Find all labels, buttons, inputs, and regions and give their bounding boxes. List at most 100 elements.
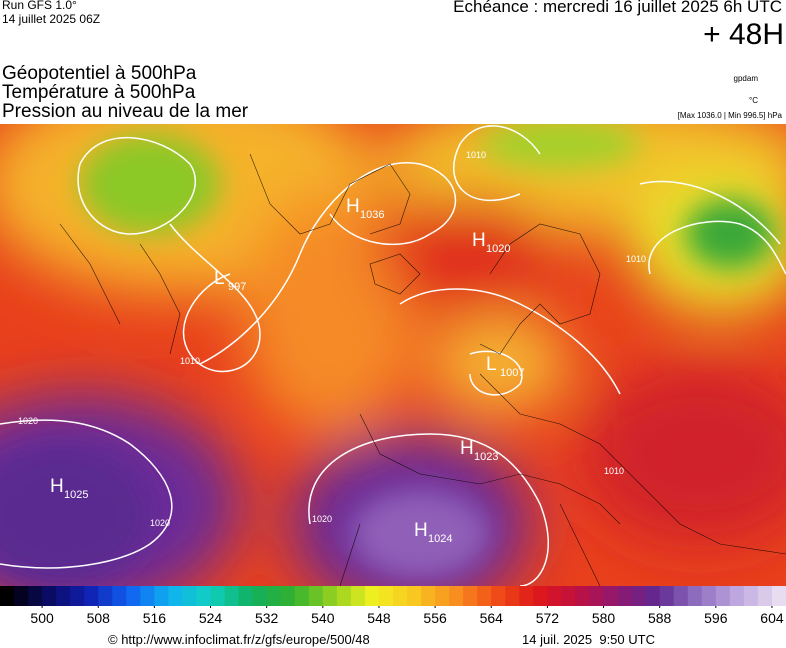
isobar-label: 1020 [150, 518, 170, 528]
colorbar-swatch [547, 586, 562, 606]
colorbar-tick-label: 556 [423, 610, 447, 626]
colorbar-swatch [252, 586, 268, 606]
colorbar-swatch [645, 586, 661, 606]
pressure-center-type: L [214, 268, 225, 289]
colorbar-swatch [182, 586, 197, 606]
isobar-label: 1020 [312, 514, 332, 524]
colorbar-swatch [589, 586, 605, 606]
colorbar-tick-label: 580 [592, 610, 616, 626]
pressure-center-value: 1007 [500, 367, 524, 379]
pressure-center-value: 997 [228, 281, 246, 293]
isobar-label: 1010 [466, 150, 486, 160]
colorbar-swatch [463, 586, 478, 606]
colorbar-swatch [336, 586, 352, 606]
colorbar-swatch [70, 586, 85, 606]
unit: gpdam [733, 74, 758, 83]
colorbar-swatch [126, 586, 141, 606]
pressure-center-type: H [50, 476, 64, 497]
pressure-center-type: H [472, 230, 486, 251]
colorbar-swatch [308, 586, 324, 606]
colorbar: 500 508 516 524 532 540 548 556 564 572 580 588 596 6… [0, 586, 786, 647]
colorbar-swatch [659, 586, 675, 606]
echeance: Echéance : mercredi 16 juillet 2025 6h U… [453, 0, 782, 16]
colorbar-swatch [757, 586, 773, 606]
colorbar-swatch [575, 586, 590, 606]
isobar-label: 1010 [180, 356, 200, 366]
colorbar-swatch [224, 586, 240, 606]
colorbar-tick-label: 516 [143, 610, 167, 626]
pressure-center-value: 1036 [360, 209, 384, 221]
colorbar-tick-label: 604 [760, 610, 784, 626]
pressure-center-value: 1023 [474, 451, 498, 463]
colorbar-tick-label: 540 [311, 610, 335, 626]
colorbar-swatch [14, 586, 29, 606]
colorbar-swatch [449, 586, 464, 606]
title: Température à 500hPa [2, 82, 196, 103]
colorbar-swatch [715, 586, 731, 606]
colorbar-swatch [378, 586, 394, 606]
colorbar-swatch [617, 586, 633, 606]
colorbar-swatch [533, 586, 548, 606]
footer-timestamp: 14 juil. 2025 9:50 UTC [522, 632, 655, 647]
pressure-center-value: 1020 [486, 243, 510, 255]
colorbar-swatch [491, 586, 506, 606]
pressure-center-type: L [486, 354, 497, 375]
colorbar-swatch [407, 586, 422, 606]
colorbar-tick-label: 548 [367, 610, 391, 626]
lead-time: + 48H [703, 18, 784, 51]
colorbar-swatch [771, 586, 786, 606]
colorbar-swatch [603, 586, 619, 606]
colorbar-tick-label: 532 [255, 610, 279, 626]
colorbar-swatch [561, 586, 576, 606]
colorbar-tick-label: 588 [648, 610, 672, 626]
colorbar-swatch [322, 586, 338, 606]
colorbar-swatch [56, 586, 71, 606]
colorbar-swatch [266, 586, 282, 606]
colorbar-swatch [154, 586, 169, 606]
colorbar-swatch [42, 586, 57, 606]
colorbar-swatch [350, 586, 366, 606]
colorbar-swatch [0, 586, 15, 606]
isobar-label: 1010 [604, 466, 624, 476]
run-date: 14 juillet 2025 06Z [2, 12, 101, 26]
colorbar-tick-label: 572 [536, 610, 560, 626]
colorbar-swatch [28, 586, 43, 606]
colorbar-swatch [519, 586, 534, 606]
colorbar-tick-label: 596 [704, 610, 728, 626]
isobar-label: 1020 [18, 416, 38, 426]
unit: [Max 1036.0 | Min 996.5] hPa [677, 111, 782, 120]
colorbar-swatch [701, 586, 717, 606]
colorbar-tick-label: 564 [480, 610, 504, 626]
colorbar-swatch [477, 586, 492, 606]
colorbar-tick-label: 500 [30, 610, 54, 626]
pressure-center-type: H [460, 438, 474, 459]
colorbar-swatch [364, 586, 380, 606]
colorbar-swatch [196, 586, 212, 606]
colorbar-swatch [505, 586, 520, 606]
colorbar-swatch [421, 586, 436, 606]
colorbar-swatch [435, 586, 450, 606]
pressure-center-value: 1024 [428, 533, 452, 545]
title: Pression au niveau de la mer [2, 101, 249, 122]
colorbar-swatch [673, 586, 689, 606]
colorbar-swatch [280, 586, 296, 606]
pressure-center-type: H [414, 520, 428, 541]
unit: °C [749, 96, 758, 105]
colorbar-swatch [238, 586, 254, 606]
colorbar-tick-label: 524 [199, 610, 223, 626]
colorbar-swatch [140, 586, 155, 606]
footer-url: © http://www.infoclimat.fr/z/gfs/europe/… [108, 632, 370, 647]
pressure-center-value: 1025 [64, 489, 88, 501]
colorbar-swatch [729, 586, 745, 606]
colorbar-tick-label: 508 [87, 610, 111, 626]
colorbar-swatch [98, 586, 113, 606]
title: Géopotentiel à 500hPa [2, 63, 197, 84]
colorbar-swatch [168, 586, 183, 606]
colorbar-swatch [112, 586, 127, 606]
colorbar-swatch [631, 586, 647, 606]
colorbar-swatch [210, 586, 226, 606]
pressure-center-type: H [346, 196, 360, 217]
run: Run GFS 1.0° [2, 0, 77, 12]
